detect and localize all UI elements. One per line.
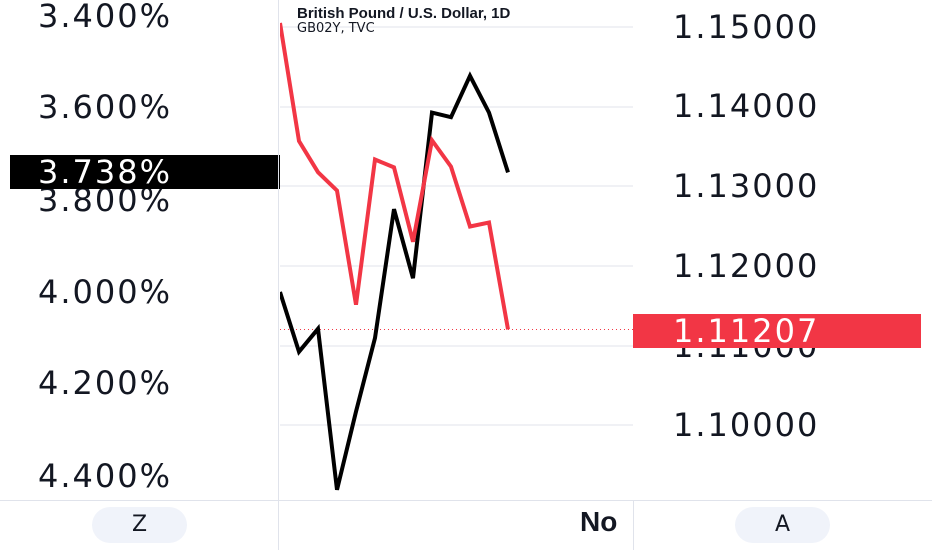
right-tick-label: 1.14000 xyxy=(673,87,820,125)
left-tick-label: 3.600% xyxy=(38,88,173,126)
series-line-gb02y[interactable] xyxy=(280,71,510,491)
left-tick-label: 3.400% xyxy=(38,0,173,35)
left-scale-divider xyxy=(278,0,279,550)
right-scale-mode-button[interactable]: A xyxy=(735,507,830,543)
time-axis[interactable]: No xyxy=(280,501,633,550)
series-line-gbpusd[interactable] xyxy=(280,22,510,330)
left-tick-label: 4.400% xyxy=(38,457,173,495)
chart-plot-area[interactable]: British Pound / U.S. Dollar, 1D GB02Y, T… xyxy=(280,0,633,500)
legend-compare-symbol: GB02Y, TVC xyxy=(297,21,375,36)
left-price-scale[interactable]: 3.400% 3.600% 3.800% 4.000% 4.200% 4.400… xyxy=(0,0,280,500)
chart-legend[interactable]: British Pound / U.S. Dollar, 1D GB02Y, T… xyxy=(297,6,510,36)
legend-main-symbol: British Pound / U.S. Dollar, 1D xyxy=(297,5,511,22)
left-scale-mode-button[interactable]: Z xyxy=(92,507,187,543)
left-last-price-label: 3.738% xyxy=(10,155,280,189)
left-tick-label: 3.800% xyxy=(38,181,173,219)
right-price-scale[interactable]: 1.15000 1.14000 1.13000 1.12000 1.11000 … xyxy=(633,0,932,500)
right-last-price-label: 1.11207 xyxy=(633,314,921,348)
left-tick-label: 4.200% xyxy=(38,364,173,402)
right-tick-label: 1.13000 xyxy=(673,167,820,205)
right-tick-label: 1.10000 xyxy=(673,406,820,444)
time-axis-label: No xyxy=(580,506,618,537)
right-tick-label: 1.15000 xyxy=(673,8,820,46)
chart-svg xyxy=(280,22,633,491)
right-tick-label: 1.12000 xyxy=(673,247,820,285)
left-tick-label: 4.000% xyxy=(38,273,173,311)
time-axis-divider xyxy=(0,500,932,501)
